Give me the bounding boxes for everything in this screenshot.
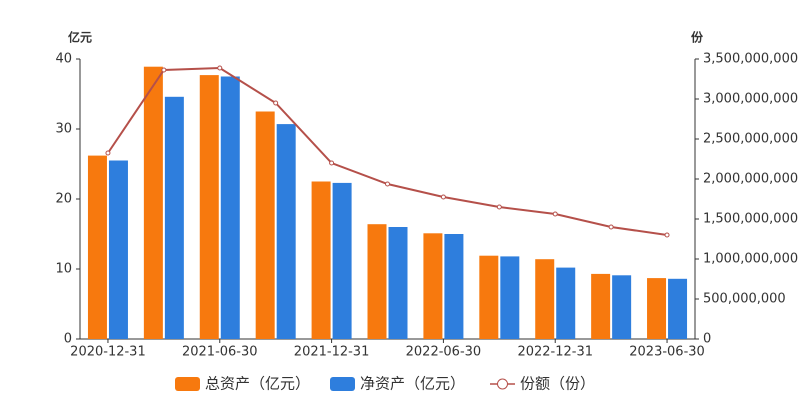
line-point <box>440 194 446 200</box>
bar <box>668 278 688 339</box>
y2-tick-label: 1,500,000,000 <box>703 212 798 227</box>
bar <box>423 233 443 339</box>
line-point <box>608 224 614 230</box>
bar <box>332 182 352 339</box>
bar <box>311 181 331 339</box>
line-point <box>161 67 167 73</box>
line-point <box>273 100 279 106</box>
legend-swatch <box>330 377 355 391</box>
bar <box>164 96 184 339</box>
bar <box>199 75 219 339</box>
line <box>107 66 668 236</box>
legend-swatch <box>497 378 508 390</box>
bar <box>556 267 576 339</box>
y-axis-label: 亿元 <box>68 30 92 45</box>
y2-tick-label: 1,000,000,000 <box>703 252 798 267</box>
bar <box>444 234 464 339</box>
bar <box>388 227 408 339</box>
line-point <box>105 150 111 156</box>
line-point <box>664 232 670 238</box>
y-tick-label: 30 <box>55 122 72 137</box>
bar <box>220 76 240 339</box>
y2-tick-label: 3,500,000,000 <box>703 52 798 67</box>
legend-label: 总资产（亿元） <box>205 375 310 393</box>
y2-tick-label: 500,000,000 <box>703 292 786 307</box>
legend-label: 份额（份） <box>520 375 595 393</box>
line-point <box>496 204 502 210</box>
line-point <box>552 211 558 217</box>
bar <box>87 155 107 339</box>
y2-tick-label: 2,500,000,000 <box>703 132 798 147</box>
y2-tick-label: 0 <box>703 332 711 347</box>
y-tick-label: 10 <box>55 262 72 277</box>
line-point <box>217 65 223 71</box>
bar <box>535 259 555 339</box>
line-point <box>329 160 335 166</box>
bar <box>612 275 632 339</box>
y-tick-label: 40 <box>55 52 72 67</box>
x-tick-label: 2020-12-31 <box>70 345 146 360</box>
y-tick-label: 0 <box>64 332 72 347</box>
legend-label: 净资产（亿元） <box>360 375 465 393</box>
x-tick-label: 2021-06-30 <box>182 345 258 360</box>
bar <box>108 160 128 339</box>
bar <box>143 66 163 339</box>
y-tick-label: 20 <box>55 192 72 207</box>
bar <box>591 273 611 339</box>
legend-swatch <box>175 377 200 391</box>
bar <box>276 124 296 339</box>
x-tick-label: 2021-12-31 <box>294 345 370 360</box>
y2-axis-label: 份 <box>691 30 704 45</box>
bar <box>500 256 520 339</box>
x-tick-label: 2023-06-30 <box>629 345 705 360</box>
y2-tick-label: 2,000,000,000 <box>703 172 798 187</box>
x-tick-label: 2022-06-30 <box>406 345 482 360</box>
x-tick-label: 2022-12-31 <box>517 345 593 360</box>
line-point <box>385 181 390 187</box>
bar <box>479 255 499 339</box>
bar <box>255 111 275 339</box>
bar <box>647 278 667 339</box>
bar <box>367 224 387 339</box>
y2-tick-label: 3,000,000,000 <box>703 92 798 107</box>
